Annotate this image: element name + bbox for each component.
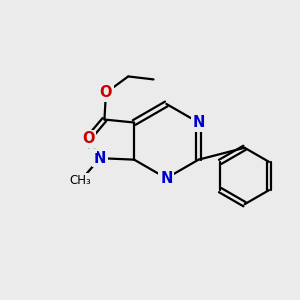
Text: O: O <box>100 85 112 100</box>
Text: O: O <box>82 131 94 146</box>
Text: N: N <box>94 151 106 166</box>
Text: N: N <box>192 115 205 130</box>
Text: CH₃: CH₃ <box>70 174 92 187</box>
Text: N: N <box>160 171 172 186</box>
Text: H: H <box>87 139 96 152</box>
